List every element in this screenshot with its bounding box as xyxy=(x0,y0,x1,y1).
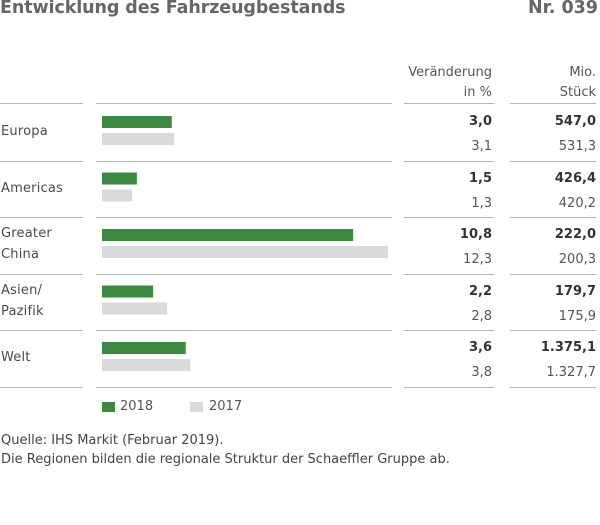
column-header-change-line2: in % xyxy=(463,85,492,100)
row-rule-change xyxy=(404,217,494,218)
change-value-2017: 1,3 xyxy=(471,195,492,211)
row-rule-bars xyxy=(96,330,392,331)
row-label: Europa xyxy=(1,121,48,142)
units-value-2017: 1.327,7 xyxy=(546,365,596,380)
row-rule-units xyxy=(510,273,596,275)
legend-label-2018: 2018 xyxy=(120,399,154,414)
bar-2017-0 xyxy=(102,133,175,145)
row-label-line1: Asien/ xyxy=(1,282,43,298)
row-rule-change xyxy=(404,330,494,331)
change-value-2017: 2,8 xyxy=(471,308,492,324)
row-label: Americas xyxy=(1,178,63,199)
units-value-2017: 175,9 xyxy=(558,308,596,324)
row-rule-units xyxy=(510,217,596,218)
units-value-2018: 179,7 xyxy=(554,283,596,299)
change-value-2018: 3,0 xyxy=(468,114,492,129)
column-header-units-line1: Mio. xyxy=(569,65,596,80)
row-rule-units xyxy=(510,160,596,162)
bar-2017-1 xyxy=(102,189,133,202)
change-value-2018: 1,5 xyxy=(468,170,492,186)
bar-2018-0 xyxy=(102,116,172,128)
header-rule-change xyxy=(404,103,494,104)
row-label-line1: Americas xyxy=(1,180,63,196)
units-value-2018: 547,0 xyxy=(554,114,596,129)
row-rule-change xyxy=(404,386,494,388)
change-value-2017: 12,3 xyxy=(463,252,492,267)
row-label-line2: China xyxy=(1,247,40,262)
column-header-units-line2: Stück xyxy=(559,85,596,100)
row-label-line1: Europa xyxy=(1,124,48,139)
units-value-2018: 1.375,1 xyxy=(540,340,596,355)
figure-number: Nr. 039 xyxy=(527,0,598,18)
row-rule-bars xyxy=(96,386,392,388)
row-rule-units xyxy=(510,330,596,331)
row-rule-bars xyxy=(96,160,392,162)
row-rule-bars xyxy=(96,217,392,218)
row-label: Greater China xyxy=(1,223,52,265)
region-note: Die Regionen bilden die regionale Strukt… xyxy=(1,452,450,467)
row-rule-label xyxy=(0,217,83,218)
column-header-units: Mio. Stück xyxy=(510,63,596,103)
units-value-2018: 426,4 xyxy=(554,170,596,186)
bar-2017-4 xyxy=(102,359,191,371)
row-label: Asien/Pazifik xyxy=(1,280,44,322)
row-rule-label xyxy=(0,386,83,388)
bar-2018-4 xyxy=(102,342,186,354)
bar-2018-2 xyxy=(102,229,354,241)
units-value-2017: 200,3 xyxy=(558,252,596,267)
source-note: Quelle: IHS Markit (Februar 2019). xyxy=(1,433,224,448)
row-rule-label xyxy=(0,273,83,275)
chart-title: Entwicklung des Fahrzeugbestands xyxy=(0,0,346,18)
row-label-line1: Greater xyxy=(1,226,52,241)
units-value-2017: 420,2 xyxy=(558,195,596,211)
units-value-2018: 222,0 xyxy=(554,227,596,242)
column-header-change: Veränderung in % xyxy=(380,63,492,103)
bar-chart xyxy=(102,116,388,371)
legend-swatch-2017 xyxy=(190,402,203,412)
row-rule-change xyxy=(404,160,494,162)
bar-2017-2 xyxy=(102,246,388,258)
header-rule-label xyxy=(0,103,83,104)
change-value-2017: 3,8 xyxy=(471,365,492,380)
row-rule-label xyxy=(0,160,83,162)
bar-2018-3 xyxy=(102,285,154,298)
row-label-line2: Pazifik xyxy=(1,303,44,319)
header-rule-bars xyxy=(96,103,392,104)
legend-swatch-2018 xyxy=(102,402,115,412)
row-rule-change xyxy=(404,273,494,275)
change-value-2017: 3,1 xyxy=(471,139,492,154)
row-rule-label xyxy=(0,330,83,331)
row-rule-units xyxy=(510,386,596,388)
legend-label-2017: 2017 xyxy=(209,399,243,414)
bar-2017-3 xyxy=(102,302,168,315)
header-rule-units xyxy=(510,103,596,104)
change-value-2018: 2,2 xyxy=(468,283,492,299)
bar-2018-1 xyxy=(102,172,137,185)
row-rule-bars xyxy=(96,273,392,275)
row-label: Welt xyxy=(1,347,31,368)
row-label-line1: Welt xyxy=(1,350,31,365)
column-header-change-line1: Veränderung xyxy=(408,65,492,80)
change-value-2018: 3,6 xyxy=(468,340,492,355)
change-value-2018: 10,8 xyxy=(459,227,492,242)
units-value-2017: 531,3 xyxy=(558,139,596,154)
